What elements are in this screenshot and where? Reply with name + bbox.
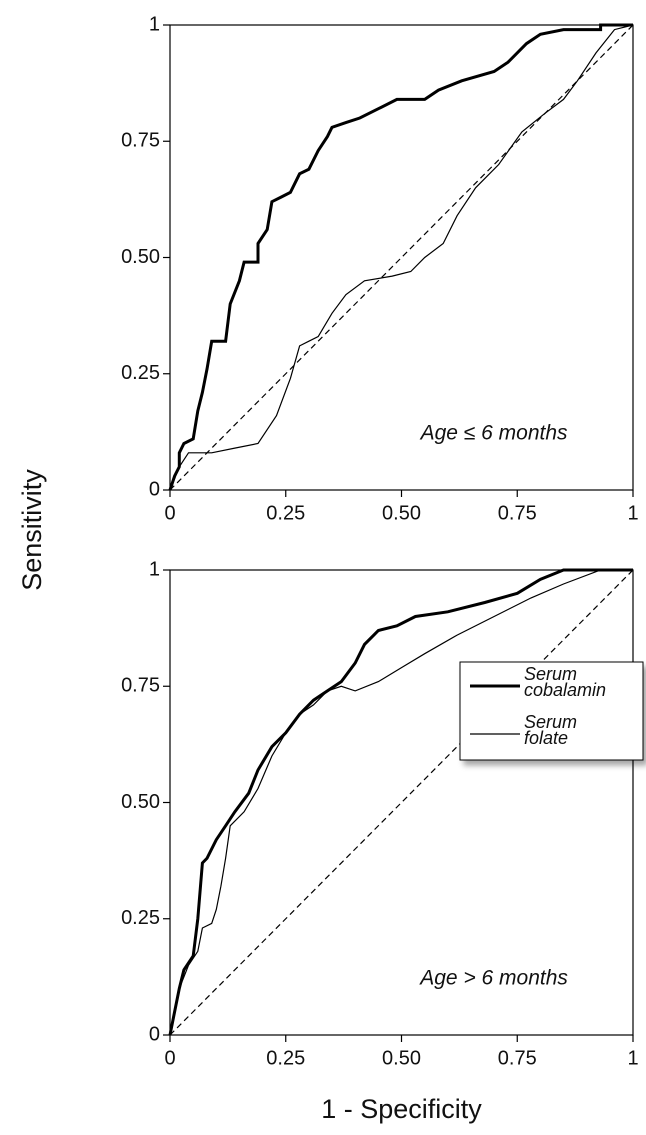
- x-tick-label: 0.50: [382, 502, 421, 524]
- reference-line: [169, 569, 634, 1036]
- y-tick-label: 0.25: [121, 907, 160, 929]
- x-tick-label: 0.50: [382, 1047, 421, 1069]
- annotation: Age > 6 months: [418, 967, 568, 990]
- legend-label-box: Serum folate: [524, 714, 578, 748]
- roc-line: [168, 23, 633, 491]
- annotation: Age ≤ 6 months: [419, 422, 568, 445]
- x-tick-label: 0: [164, 1047, 175, 1069]
- y-tick-label: 0.50: [121, 246, 160, 268]
- legend-label: Serum cobalamin: [524, 666, 607, 700]
- roc-line: [169, 24, 634, 491]
- x-tick-label: 1: [627, 502, 638, 524]
- x-tick-label: 0.75: [498, 502, 537, 524]
- y-tick-label: 1: [149, 13, 160, 35]
- y-tick-label: 0.50: [121, 791, 160, 813]
- y-tick-label: 0.75: [121, 130, 160, 152]
- x-tick-label: 0.25: [266, 502, 305, 524]
- x-tick-label: 1: [627, 1047, 638, 1069]
- x-axis-title: 1 - Specificity: [321, 1094, 482, 1124]
- y-axis-title: Sensitivity: [17, 469, 47, 591]
- legend-label-box: Serum cobalamin: [524, 666, 607, 700]
- y-tick-label: 1: [149, 558, 160, 580]
- y-tick-label: 0: [149, 478, 160, 500]
- x-tick-label: 0.25: [266, 1047, 305, 1069]
- y-tick-label: 0.75: [121, 675, 160, 697]
- x-tick-label: 0: [164, 502, 175, 524]
- y-tick-label: 0: [149, 1023, 160, 1045]
- x-tick-label: 0.75: [498, 1047, 537, 1069]
- roc-line: [169, 569, 633, 1036]
- reference-line: [169, 24, 634, 491]
- legend-label: Serum folate: [524, 714, 578, 748]
- legend-box: [459, 661, 644, 761]
- y-tick-label: 0.25: [121, 362, 160, 384]
